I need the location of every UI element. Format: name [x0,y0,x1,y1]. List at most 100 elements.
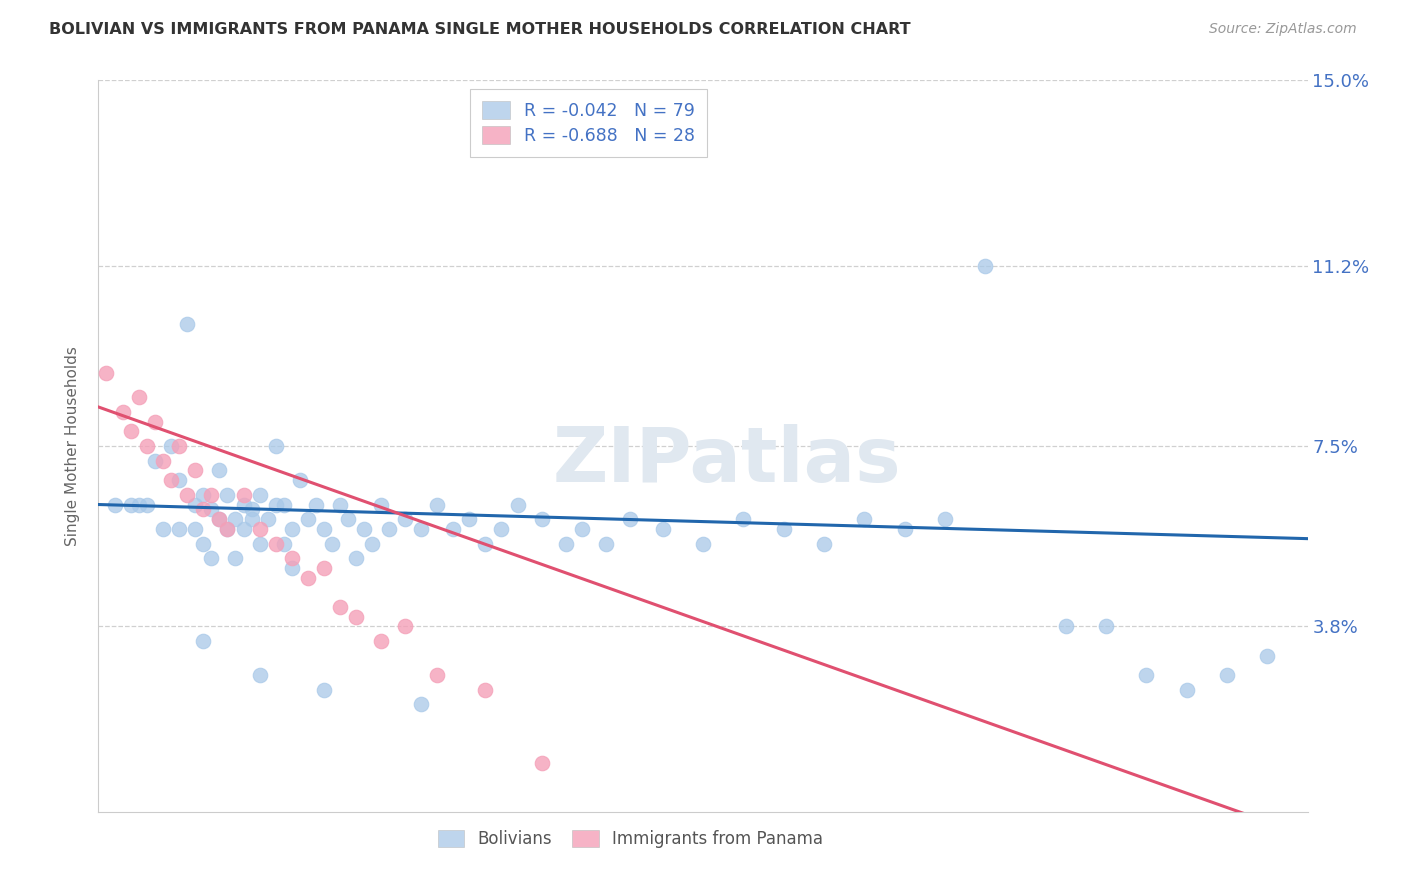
Point [200,502,222,516]
Point [281,551,304,566]
Point [321,536,343,550]
Point [184,463,207,477]
Point [474,682,496,697]
Point [240,512,263,526]
Point [128,498,150,512]
Text: Source: ZipAtlas.com: Source: ZipAtlas.com [1209,22,1357,37]
Point [370,634,392,648]
Y-axis label: Single Mother Households: Single Mother Households [65,346,80,546]
Point [409,522,432,536]
Point [1175,682,1198,697]
Point [208,463,231,477]
Point [1216,668,1239,682]
Point [281,522,304,536]
Point [217,488,239,502]
Point [249,488,271,502]
Point [224,512,246,526]
Point [160,473,183,487]
Point [813,536,835,550]
Point [619,512,641,526]
Point [772,522,794,536]
Point [474,536,496,550]
Point [193,502,215,516]
Point [120,498,142,512]
Point [273,536,295,550]
Point [571,522,593,536]
Point [377,522,399,536]
Point [264,498,287,512]
Point [249,536,271,550]
Point [314,682,336,697]
Point [103,498,125,512]
Point [208,512,231,526]
Point [1256,648,1278,663]
Point [1095,619,1118,633]
Point [394,512,416,526]
Point [217,522,239,536]
Point [217,522,239,536]
Point [232,498,254,512]
Point [1135,668,1157,682]
Point [232,522,254,536]
Point [409,698,432,712]
Point [426,498,449,512]
Point [120,425,142,439]
Point [305,498,328,512]
Point [394,619,416,633]
Point [314,561,336,575]
Point [555,536,578,550]
Point [1054,619,1077,633]
Point [128,390,150,404]
Text: BOLIVIAN VS IMMIGRANTS FROM PANAMA SINGLE MOTHER HOUSEHOLDS CORRELATION CHART: BOLIVIAN VS IMMIGRANTS FROM PANAMA SINGL… [49,22,911,37]
Legend: Bolivians, Immigrants from Panama: Bolivians, Immigrants from Panama [432,823,830,855]
Point [176,488,198,502]
Point [232,488,254,502]
Point [491,522,513,536]
Point [281,561,304,575]
Point [176,317,198,331]
Point [530,756,553,770]
Point [329,599,352,614]
Point [167,473,190,487]
Point [893,522,915,536]
Point [506,498,529,512]
Point [297,571,319,585]
Point [184,522,207,536]
Point [256,512,278,526]
Point [361,536,384,550]
Point [344,609,367,624]
Point [240,502,263,516]
Point [208,512,231,526]
Point [111,405,134,419]
Point [441,522,464,536]
Point [167,439,190,453]
Point [135,498,157,512]
Point [184,498,207,512]
Point [297,512,319,526]
Point [167,522,190,536]
Point [193,634,215,648]
Point [96,366,118,380]
Point [264,536,287,550]
Point [344,551,367,566]
Point [288,473,311,487]
Point [264,439,287,453]
Point [224,551,246,566]
Point [193,488,215,502]
Point [200,551,222,566]
Point [143,415,166,429]
Point [530,512,553,526]
Point [733,512,755,526]
Point [193,536,215,550]
Point [353,522,375,536]
Point [458,512,481,526]
Point [595,536,617,550]
Point [337,512,360,526]
Point [135,439,157,453]
Point [692,536,714,550]
Point [249,522,271,536]
Point [426,668,449,682]
Point [152,453,174,467]
Point [273,498,295,512]
Point [152,522,174,536]
